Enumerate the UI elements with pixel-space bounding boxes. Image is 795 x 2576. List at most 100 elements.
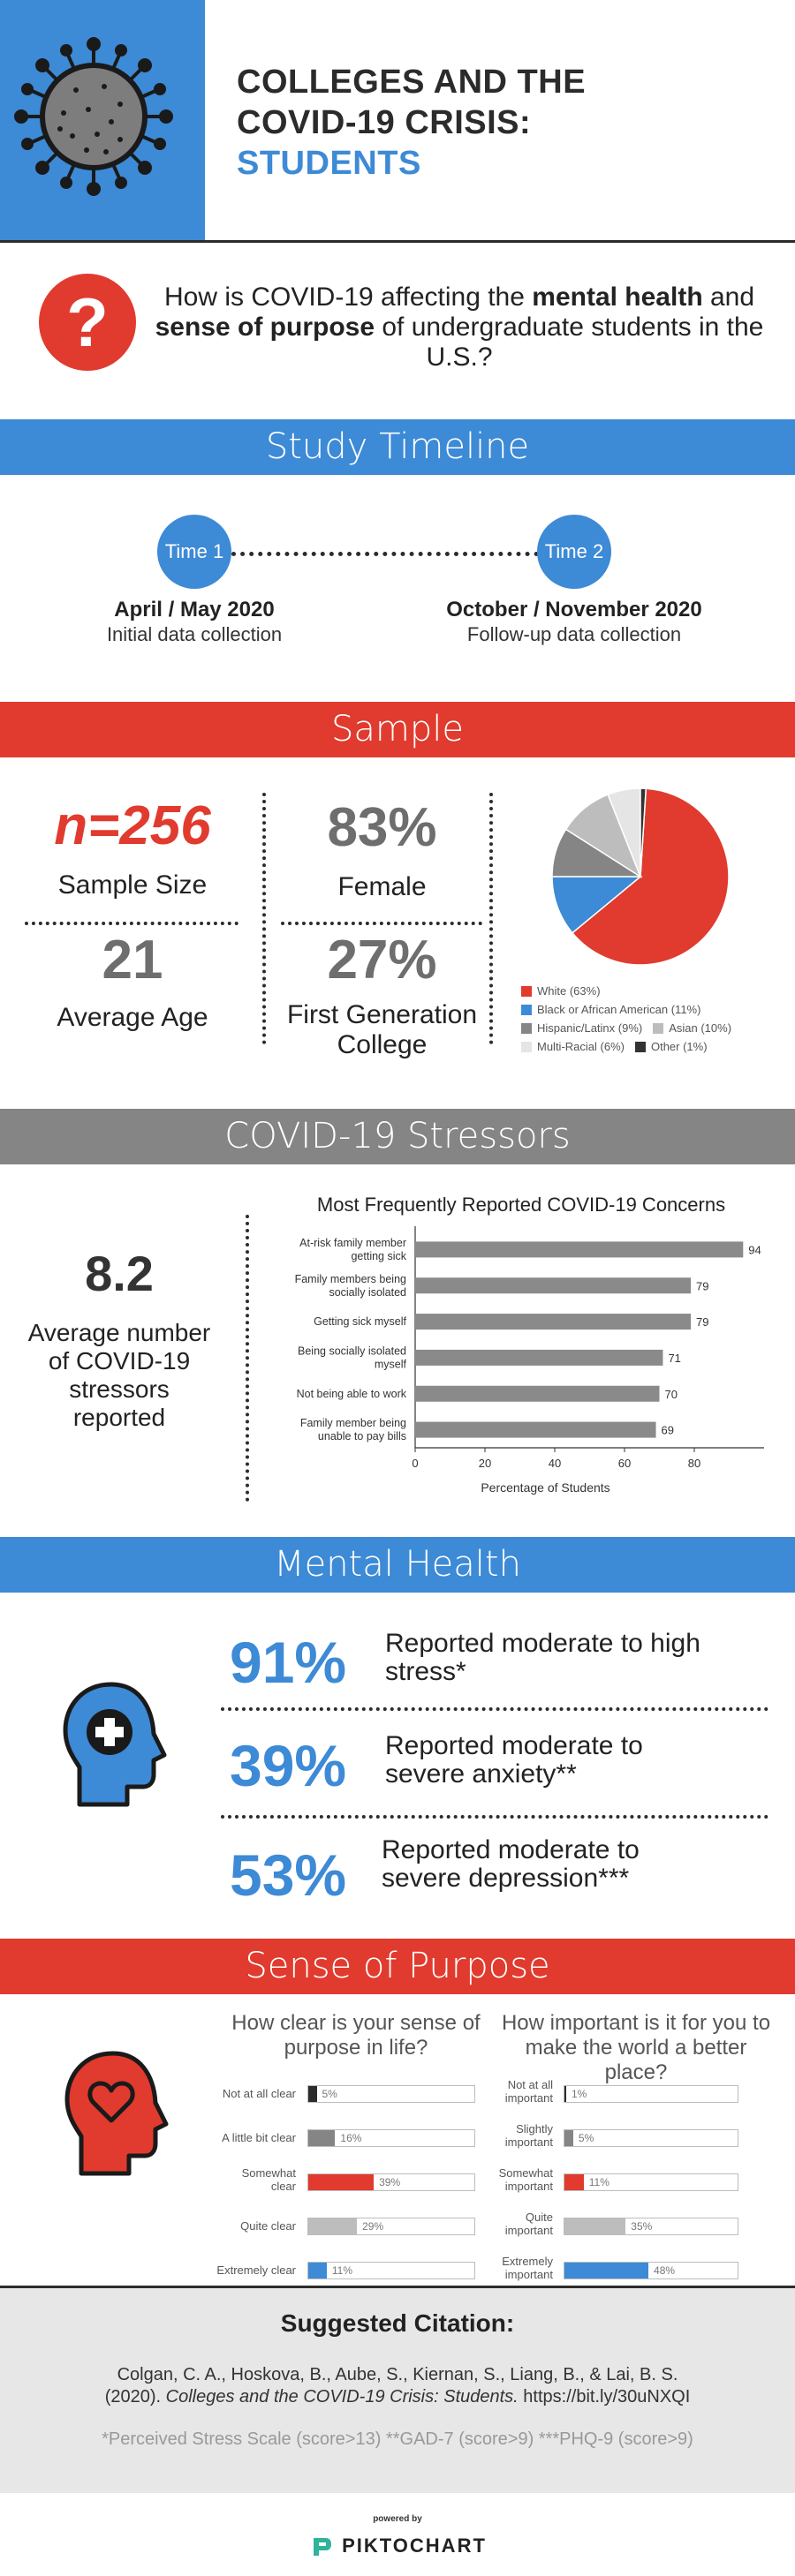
divider (221, 1707, 768, 1711)
category-label: Getting sick myself (314, 1315, 406, 1328)
response-label: Extremely important (502, 2255, 553, 2281)
divider (221, 1815, 768, 1819)
category-label: At-risk family member (299, 1237, 406, 1249)
response-label: Somewhat clear (241, 2166, 296, 2193)
first-gen-value: 27% (327, 930, 437, 990)
anxiety-description: Reported moderate to severe anxiety** (385, 1731, 643, 1789)
divider (489, 793, 493, 1044)
page-title: COLLEGES AND THE COVID-19 CRISIS: STUDEN… (237, 62, 784, 184)
depression-percent: 53% (230, 1842, 347, 1908)
citation-text: Colgan, C. A., Hoskova, B., Aube, S., Ki… (104, 2365, 691, 2407)
response-bar-fill (564, 2130, 573, 2146)
response-bar-fill (308, 2174, 375, 2190)
race-legend: White (63%) Black or African American (1… (521, 984, 786, 1053)
piktochart-logo[interactable]: PIKTOCHART (306, 2528, 491, 2564)
bar-value-label: 94 (748, 1243, 761, 1256)
research-question: How is COVID-19 affecting the mental hea… (155, 282, 764, 372)
x-tick-label: 80 (688, 1457, 700, 1470)
depression-description: Reported moderate to severe depression*** (382, 1835, 640, 1893)
brand-name: PIKTOCHART (342, 2535, 487, 2557)
response-percent: 1% (571, 2088, 587, 2100)
female-value: 83% (327, 797, 437, 858)
head-heart-icon (64, 2051, 169, 2176)
response-label: Extremely clear (216, 2263, 296, 2277)
citation-divider (0, 2286, 795, 2288)
x-tick-label: 0 (412, 1457, 418, 1470)
response-percent: 5% (322, 2088, 337, 2100)
question-mark-icon: ? (39, 274, 136, 371)
anxiety-percent: 39% (230, 1733, 347, 1798)
legend-item: Black or African American (11%) (521, 1003, 700, 1016)
response-label: A little bit clear (222, 2131, 296, 2144)
response-bar: 35% (564, 2218, 738, 2235)
citation-title: Suggested Citation: (280, 2309, 515, 2337)
pie-slice (551, 876, 643, 934)
response-percent: 5% (578, 2132, 594, 2144)
time1-date: April / May 2020 (114, 598, 275, 621)
legend-item: White (63%) (521, 984, 601, 998)
title-line-3: STUDENTS (237, 145, 421, 182)
female-label: Female (337, 872, 427, 901)
average-age-label: Average Age (57, 1003, 208, 1032)
header-panel (0, 0, 205, 240)
category-label: unable to pay bills (318, 1430, 406, 1442)
citation-panel (0, 2288, 795, 2493)
category-label: Being socially isolated (298, 1344, 406, 1357)
response-percent: 48% (654, 2264, 676, 2277)
header-divider (0, 240, 795, 243)
stress-description: Reported moderate to high stress* (385, 1629, 700, 1686)
purpose-banner: Sense of Purpose (0, 1939, 795, 1994)
divider (246, 1215, 249, 1502)
divider (25, 922, 238, 925)
response-label: Not at all clear (222, 2087, 296, 2100)
timeline-banner: Study Timeline (0, 419, 795, 475)
legend-item: Other (1%) (634, 1040, 708, 1053)
response-label: Quite important (504, 2211, 553, 2237)
response-label: Quite clear (240, 2219, 296, 2233)
response-bar-fill (564, 2086, 566, 2102)
response-bar: 5% (564, 2129, 738, 2147)
sample-size-value: n=256 (54, 795, 211, 856)
response-bar-fill (564, 2263, 649, 2278)
title-line-2: COVID-19 CRISIS: (237, 104, 532, 141)
response-bar-fill (308, 2130, 336, 2146)
timeline-connector (231, 552, 539, 556)
response-bar-fill (564, 2174, 584, 2190)
time2-date: October / November 2020 (446, 598, 702, 621)
response-bar: 39% (307, 2173, 475, 2191)
stressors-banner: COVID-19 Stressors (0, 1109, 795, 1164)
legend-swatch (521, 1022, 532, 1034)
sample-banner: Sample (0, 702, 795, 757)
average-age-value: 21 (102, 930, 163, 990)
bar (415, 1277, 692, 1294)
response-percent: 11% (331, 2264, 353, 2277)
response-bar: 29% (307, 2218, 475, 2235)
legend-item: Multi-Racial (6%) (521, 1040, 625, 1053)
bar-value-label: 70 (665, 1388, 678, 1401)
category-label: getting sick (351, 1250, 406, 1262)
time1-description: Initial data collection (106, 623, 283, 645)
legend-swatch (521, 985, 532, 997)
mental-health-banner: Mental Health (0, 1537, 795, 1593)
average-stressors-label: Average number of COVID-19 stressors report… (27, 1319, 211, 1431)
response-bar: 5% (307, 2085, 475, 2103)
bar-value-label: 79 (696, 1279, 708, 1292)
legend-swatch (634, 1041, 646, 1052)
legend-swatch (653, 1022, 664, 1034)
bar (415, 1385, 660, 1402)
response-bar-fill (308, 2263, 327, 2278)
response-label: Slightly important (504, 2122, 553, 2149)
sample-size-label: Sample Size (57, 870, 208, 900)
response-bar: 1% (564, 2085, 738, 2103)
legend-swatch (521, 1004, 532, 1015)
response-bar: 16% (307, 2129, 475, 2147)
legend-item: Asian (10%) (653, 1021, 731, 1035)
piktochart-icon (314, 2538, 332, 2556)
response-bar: 11% (564, 2173, 738, 2191)
category-label: Family member being (300, 1417, 406, 1429)
purpose-question-1: How clear is your sense of purpose in lif… (231, 2011, 481, 2060)
legend-item: Hispanic/Latinx (9%) (521, 1021, 642, 1035)
time2-description: Follow-up data collection (466, 623, 682, 645)
category-label: socially isolated (329, 1286, 406, 1299)
